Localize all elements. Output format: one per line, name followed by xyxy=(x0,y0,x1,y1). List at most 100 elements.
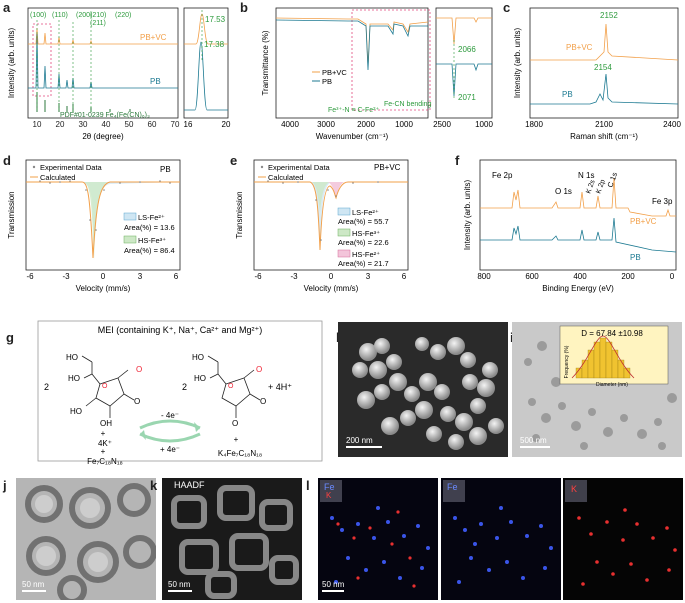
tick-label: 1000 xyxy=(475,120,493,129)
inset-peak-bottom: 17.38 xyxy=(204,40,225,49)
scale-bar: 50 nm xyxy=(168,580,192,592)
peak-label-top: 2152 xyxy=(600,11,618,20)
peak-label: (200) xyxy=(76,12,92,19)
tick-label: 50 xyxy=(125,120,134,129)
tick-label: 2100 xyxy=(595,120,613,129)
series-label-pbvc: PB+VC xyxy=(566,43,593,52)
tick-label: 2000 xyxy=(357,120,375,129)
peak-label: K 2s xyxy=(585,179,597,195)
tick-label: 2400 xyxy=(663,120,681,129)
legend-label: Experimental Data xyxy=(40,163,103,172)
peak-label-bottom: 2154 xyxy=(594,63,612,72)
x-axis-label: 2θ (degree) xyxy=(82,132,124,141)
peak-label: (100) xyxy=(30,12,46,19)
reference-label: PDF#01-0239 Fe₄(Fe(CN)₆)₃ xyxy=(60,112,150,119)
raman-chart: 2152 2154 PB+VC PB 1800 2100 2400 Raman … xyxy=(513,7,681,141)
eds-k-dots xyxy=(565,480,677,586)
svg-text:O: O xyxy=(256,365,262,374)
eds-k-map: K xyxy=(563,478,683,600)
component-label: HS-Fe³⁺ xyxy=(138,236,166,245)
svg-text:O: O xyxy=(134,397,140,406)
eds-overlay-map: Fe K 50 nm xyxy=(318,478,438,600)
component-area: Area(%) = 55.7 xyxy=(338,217,389,226)
component-label: HS-Fe²⁺ xyxy=(352,250,380,259)
histogram-mean-label: D = 67.84 ±10.98 xyxy=(581,329,643,338)
mossbauer-pb-chart: Experimental Data Calculated PB LS-Fe²⁺ … xyxy=(7,159,181,293)
tick-label: 600 xyxy=(525,272,539,281)
tick-label: -3 xyxy=(290,272,298,281)
component-area: Area(%) = 21.7 xyxy=(338,259,389,268)
tick-label: 800 xyxy=(477,272,491,281)
tick-label: 1000 xyxy=(395,120,413,129)
series-label-pbvc: PB+VC xyxy=(630,217,657,226)
svg-text:O: O xyxy=(136,365,142,374)
panel-letter-l: l xyxy=(306,478,310,493)
proton-term: + 4H⁺ xyxy=(268,382,292,392)
series-label-pb: PB xyxy=(150,77,161,86)
peak-label: (110) xyxy=(52,12,68,19)
component-label: LS-Fe²⁺ xyxy=(352,208,379,217)
oxidation-label: - 4e⁻ xyxy=(161,411,179,420)
eds-tag-fe: Fe xyxy=(447,482,458,492)
tick-label: 60 xyxy=(148,120,157,129)
panel-letter-c: c xyxy=(503,0,511,15)
tick-label: 20 xyxy=(56,120,65,129)
tick-label: 0 xyxy=(670,272,675,281)
plus-sign: + xyxy=(101,429,106,438)
eds-fe-map: Fe xyxy=(441,478,561,600)
tem-texture: D = 67.84 ±10.98 Frequency (%) Diameter … xyxy=(524,325,677,450)
sem-image: 200 nm xyxy=(338,322,508,457)
tem-hr-image: 50 nm xyxy=(16,478,156,600)
tick-label: 2500 xyxy=(433,120,451,129)
tick-label: 40 xyxy=(102,120,111,129)
scale-label: 50 nm xyxy=(322,580,345,589)
tick-label: 400 xyxy=(573,272,587,281)
tick-label: 200 xyxy=(621,272,635,281)
tick-label: 6 xyxy=(402,272,407,281)
y-axis-label: Intensity (arb. units) xyxy=(513,28,522,99)
svg-text:HO: HO xyxy=(70,407,82,416)
product-formula: K₄Fe₇C₁₈N₁₈ xyxy=(218,449,262,458)
xrd-chart: (100) (110) (200) (210) (211) (220) PB+V… xyxy=(7,7,231,141)
tick-label: 3000 xyxy=(317,120,335,129)
sample-tag: PB xyxy=(160,165,171,174)
svg-text:OH: OH xyxy=(100,419,112,428)
tem-image: D = 67.84 ±10.98 Frequency (%) Diameter … xyxy=(512,322,682,457)
coefficient-right: 2 xyxy=(182,382,187,392)
svg-text:O: O xyxy=(260,397,266,406)
peak-label: (210) xyxy=(90,12,106,19)
tick-label: -6 xyxy=(254,272,262,281)
x-axis-label: Binding Energy (eV) xyxy=(542,284,614,293)
scale-bar: 50 nm xyxy=(22,580,46,592)
sem-particles xyxy=(352,337,504,450)
potassium-ions: 4K⁺ xyxy=(98,439,112,448)
tick-label: 20 xyxy=(222,120,231,129)
svg-text:HO: HO xyxy=(66,353,78,362)
histogram-x-label: Diameter (nm) xyxy=(596,382,628,388)
tick-label: 3 xyxy=(366,272,371,281)
scale-bar: 50 nm xyxy=(322,580,345,592)
mossbauer-pbvc-chart: Experimental Data Calculated PB+VC LS-Fe… xyxy=(235,159,409,293)
svg-text:HO: HO xyxy=(194,374,206,383)
panel-letter-i: i xyxy=(510,330,514,345)
tick-label: 70 xyxy=(171,120,180,129)
tick-label: 16 xyxy=(184,120,193,129)
tick-label: 0 xyxy=(329,272,334,281)
tick-label: -6 xyxy=(26,272,34,281)
scale-label: 50 nm xyxy=(168,580,191,589)
panel-letter-k: k xyxy=(150,478,158,493)
panel-letter-d: d xyxy=(3,153,11,168)
y-axis-label: Transmission xyxy=(7,191,16,238)
scale-label: 50 nm xyxy=(22,580,45,589)
y-axis-label: Intensity (arb. units) xyxy=(7,28,16,99)
scheme-title: MEI (containing K⁺, Na⁺, Ca²⁺ and Mg²⁺) xyxy=(98,325,263,335)
tick-label: 10 xyxy=(33,120,42,129)
haadf-tag: HAADF xyxy=(174,480,205,490)
annotation-stretch: Fe³⁺-N ≡ C-Fe²⁺ xyxy=(328,107,379,114)
plus-sign: + xyxy=(234,435,239,444)
tem-hr-particles xyxy=(25,483,156,600)
legend-label: PB xyxy=(322,77,332,86)
coefficient-left: 2 xyxy=(44,382,49,392)
tick-label: -3 xyxy=(62,272,70,281)
tick-label: 4000 xyxy=(281,120,299,129)
